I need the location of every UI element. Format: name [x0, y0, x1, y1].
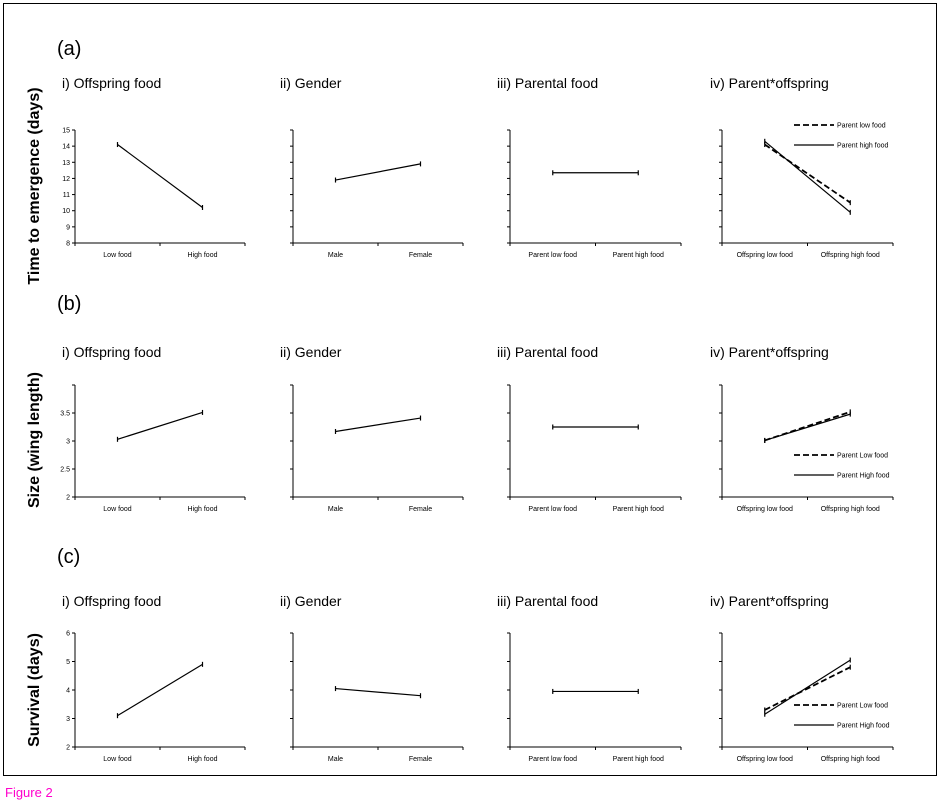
x-category-label: Female: [409, 506, 432, 513]
y-tick-label: 3.5: [60, 411, 70, 418]
y-tick-label: 12: [62, 176, 70, 183]
x-category-label: Offspring low food: [737, 506, 793, 513]
x-category-label: Offspring high food: [821, 756, 880, 763]
y-tick-label: 8: [66, 241, 70, 248]
panel-title: iii) Parental food: [497, 593, 598, 609]
y-axis-label: Time to emergence (days): [26, 87, 43, 284]
series-line: [764, 411, 851, 442]
y-tick-label: 15: [62, 128, 70, 135]
series-line: [117, 411, 203, 440]
panel-title: iv) Parent*offspring: [710, 344, 829, 360]
x-category-label: High food: [188, 252, 218, 259]
y-tick-label: 5: [66, 659, 70, 666]
y-tick-label: 2: [66, 495, 70, 502]
x-category-label: Parent low food: [528, 506, 577, 513]
panel-title: ii) Gender: [280, 593, 342, 609]
series-line: [117, 144, 203, 208]
y-axis-label: Size (wing length): [26, 372, 43, 508]
y-tick-label: 4: [66, 688, 70, 695]
section-label: (a): [57, 38, 81, 60]
x-category-label: Male: [328, 252, 343, 259]
x-category-label: Parent low food: [528, 756, 577, 763]
panel-title: iv) Parent*offspring: [710, 593, 829, 609]
series-line: [764, 413, 851, 442]
y-tick-label: 6: [66, 631, 70, 638]
y-tick-label: 2.5: [60, 467, 70, 474]
panel-title: i) Offspring food: [62, 593, 161, 609]
figure-frame: [3, 3, 937, 776]
x-category-label: Offspring high food: [821, 252, 880, 259]
legend-label: Parent high food: [837, 143, 888, 150]
legend-label: Parent Low food: [837, 453, 888, 460]
series-line: [117, 663, 203, 717]
x-category-label: Offspring low food: [737, 756, 793, 763]
x-category-label: Female: [409, 252, 432, 259]
series-line: [764, 140, 851, 213]
figure-caption: Figure 2: [5, 785, 53, 800]
series-line: [335, 687, 421, 697]
x-category-label: Parent high food: [613, 252, 664, 259]
y-tick-label: 3: [66, 439, 70, 446]
x-category-label: Parent low food: [528, 252, 577, 259]
x-category-label: Offspring low food: [737, 252, 793, 259]
series-line: [764, 666, 851, 711]
y-tick-label: 10: [62, 208, 70, 215]
x-category-label: Parent high food: [613, 756, 664, 763]
x-category-label: Offspring high food: [821, 506, 880, 513]
x-category-label: Male: [328, 506, 343, 513]
y-tick-label: 11: [63, 192, 70, 199]
series-line: [764, 659, 851, 715]
legend-label: Parent low food: [837, 123, 886, 130]
panel-title: i) Offspring food: [62, 344, 161, 360]
y-tick-label: 9: [66, 224, 70, 231]
x-category-label: High food: [188, 506, 218, 513]
panel-title: iv) Parent*offspring: [710, 75, 829, 91]
x-category-label: Low food: [103, 252, 132, 259]
y-tick-label: 14: [62, 144, 70, 151]
panel-title: ii) Gender: [280, 344, 342, 360]
legend-label: Parent High food: [837, 723, 890, 730]
panel-title: i) Offspring food: [62, 75, 161, 91]
x-category-label: Male: [328, 756, 343, 763]
legend-label: Parent High food: [837, 473, 890, 480]
x-category-label: Female: [409, 756, 432, 763]
y-tick-label: 3: [66, 716, 70, 723]
panel-title: ii) Gender: [280, 75, 342, 91]
section-label: (b): [57, 293, 81, 315]
section-label: (c): [57, 546, 80, 568]
x-category-label: Low food: [103, 756, 132, 763]
y-tick-label: 2: [66, 745, 70, 752]
y-tick-label: 13: [62, 160, 70, 167]
series-line: [335, 163, 421, 181]
legend-label: Parent Low food: [837, 703, 888, 710]
x-category-label: Low food: [103, 506, 132, 513]
y-axis-label: Survival (days): [26, 633, 43, 747]
x-category-label: Parent high food: [613, 506, 664, 513]
panel-title: iii) Parental food: [497, 344, 598, 360]
series-line: [335, 417, 421, 433]
x-category-label: High food: [188, 756, 218, 763]
panel-title: iii) Parental food: [497, 75, 598, 91]
series-line: [764, 143, 851, 204]
